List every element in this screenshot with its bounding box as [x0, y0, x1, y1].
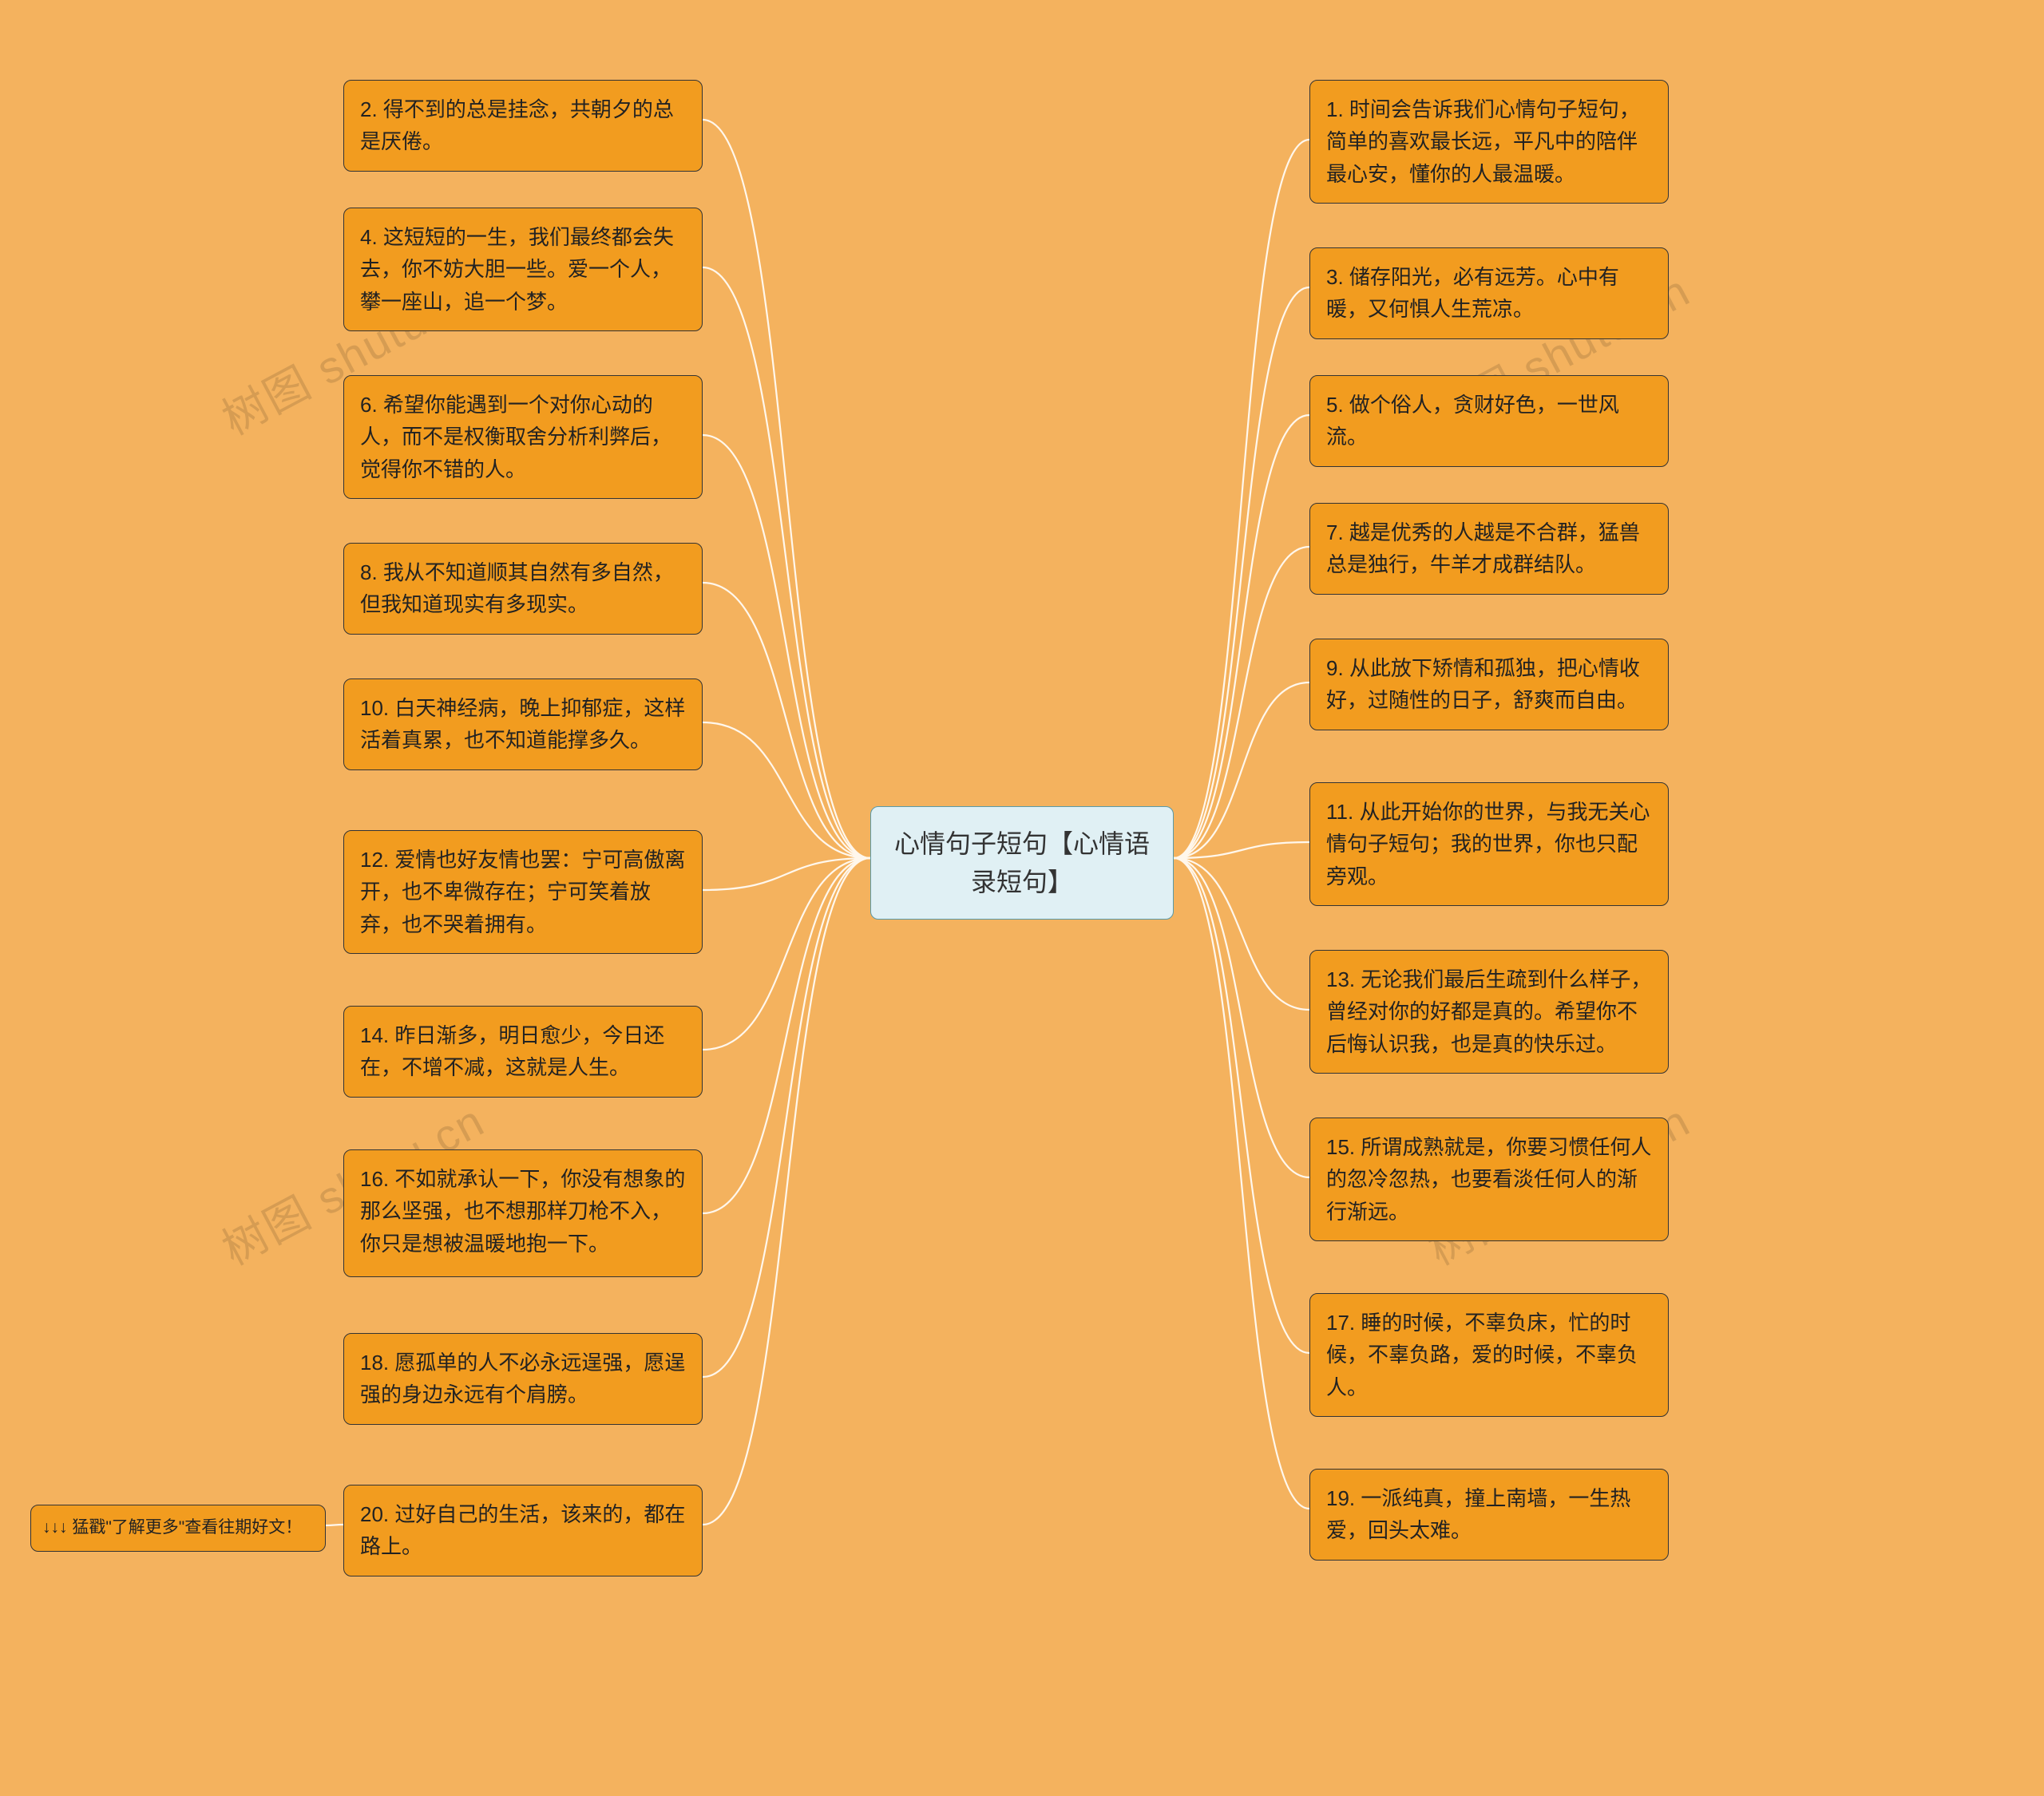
branch-node[interactable]: 4. 这短短的一生，我们最终都会失去，你不妨大胆一些。爱一个人，攀一座山，追一个…: [343, 208, 703, 331]
branch-node[interactable]: 9. 从此放下矫情和孤独，把心情收好，过随性的日子，舒爽而自由。: [1309, 639, 1669, 730]
branch-node[interactable]: 2. 得不到的总是挂念，共朝夕的总是厌倦。: [343, 80, 703, 172]
branch-node[interactable]: 7. 越是优秀的人越是不合群，猛兽总是独行，牛羊才成群结队。: [1309, 503, 1669, 595]
connector: [703, 858, 870, 890]
connector: [1174, 858, 1309, 1177]
branch-node[interactable]: 1. 时间会告诉我们心情句子短句，简单的喜欢最长远，平凡中的陪伴最心安，懂你的人…: [1309, 80, 1669, 204]
branch-node[interactable]: 15. 所谓成熟就是，你要习惯任何人的忽冷忽热，也要看淡任何人的渐行渐远。: [1309, 1118, 1669, 1241]
branch-node[interactable]: 5. 做个俗人，贪财好色，一世风流。: [1309, 375, 1669, 467]
connector: [1174, 682, 1309, 858]
branch-node[interactable]: 3. 储存阳光，必有远芳。心中有暖，又何惧人生荒凉。: [1309, 247, 1669, 339]
connector: [1174, 547, 1309, 858]
connector: [1174, 140, 1309, 858]
branch-node[interactable]: 11. 从此开始你的世界，与我无关心情句子短句；我的世界，你也只配旁观。: [1309, 782, 1669, 906]
branch-node[interactable]: 12. 爱情也好友情也罢：宁可高傲离开，也不卑微存在；宁可笑着放弃，也不哭着拥有…: [343, 830, 703, 954]
branch-node[interactable]: 14. 昨日渐多，明日愈少，今日还在，不增不减，这就是人生。: [343, 1006, 703, 1098]
connector: [1174, 287, 1309, 858]
branch-node[interactable]: 6. 希望你能遇到一个对你心动的人，而不是权衡取舍分析利弊后，觉得你不错的人。: [343, 375, 703, 499]
connector: [1174, 858, 1309, 1509]
connector: [1174, 415, 1309, 858]
branch-node[interactable]: 19. 一派纯真，撞上南墙，一生热爱，回头太难。: [1309, 1469, 1669, 1561]
connector: [703, 858, 870, 1213]
connector: [703, 858, 870, 1050]
branch-node[interactable]: 13. 无论我们最后生疏到什么样子，曾经对你的好都是真的。希望你不后悔认识我，也…: [1309, 950, 1669, 1074]
connector: [703, 435, 870, 858]
connector: [1174, 842, 1309, 858]
branch-node[interactable]: 17. 睡的时候，不辜负床，忙的时候，不辜负路，爱的时候，不辜负人。: [1309, 1293, 1669, 1417]
sub-node[interactable]: ↓↓↓ 猛戳"了解更多"查看往期好文！: [30, 1505, 326, 1552]
connector: [703, 583, 870, 858]
branch-node[interactable]: 20. 过好自己的生活，该来的，都在路上。: [343, 1485, 703, 1576]
branch-node[interactable]: 8. 我从不知道顺其自然有多自然，但我知道现实有多现实。: [343, 543, 703, 635]
connector: [703, 858, 870, 1525]
connector: [703, 120, 870, 858]
mindmap-canvas: 树图 shutu.cn树图 shutu.cn树图 shutu.cn树图 shut…: [0, 0, 2044, 1796]
branch-node[interactable]: 10. 白天神经病，晚上抑郁症，这样活着真累，也不知道能撑多久。: [343, 678, 703, 770]
connector: [1174, 858, 1309, 1010]
center-topic[interactable]: 心情句子短句【心情语录短句】: [870, 806, 1174, 920]
branch-node[interactable]: 16. 不如就承认一下，你没有想象的那么坚强，也不想那样刀枪不入，你只是想被温暖…: [343, 1149, 703, 1277]
connector: [703, 722, 870, 858]
connector: [1174, 858, 1309, 1353]
branch-node[interactable]: 18. 愿孤单的人不必永远逞强，愿逞强的身边永远有个肩膀。: [343, 1333, 703, 1425]
connector: [703, 858, 870, 1377]
connector: [703, 267, 870, 858]
